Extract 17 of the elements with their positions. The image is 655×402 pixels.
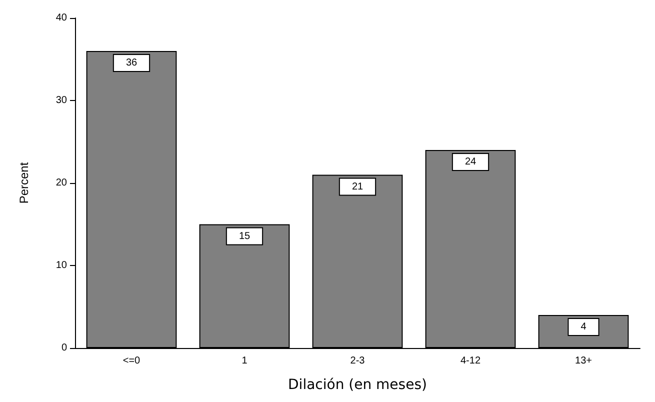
x-tick-label: 13+ xyxy=(575,356,592,366)
x-tick-label: 1 xyxy=(242,356,248,366)
data-label: 21 xyxy=(352,181,364,192)
x-tick-label: 2-3 xyxy=(350,356,366,366)
data-label: 4 xyxy=(580,322,587,332)
data-label: 24 xyxy=(464,156,476,168)
y-axis-title: Percent xyxy=(17,162,31,204)
y-tick-label: 30 xyxy=(56,95,68,106)
y-tick-label: 0 xyxy=(61,342,68,354)
x-tick-label: <=0 xyxy=(122,356,141,366)
data-label: 15 xyxy=(238,230,250,242)
x-axis-title: Dilación (en meses) xyxy=(288,377,427,393)
data-label: 36 xyxy=(126,58,138,68)
y-tick-label: 40 xyxy=(56,12,68,24)
x-tick-label: 4-12 xyxy=(460,356,481,366)
y-tick-label: 10 xyxy=(56,260,68,271)
y-tick-label: 20 xyxy=(56,178,68,188)
